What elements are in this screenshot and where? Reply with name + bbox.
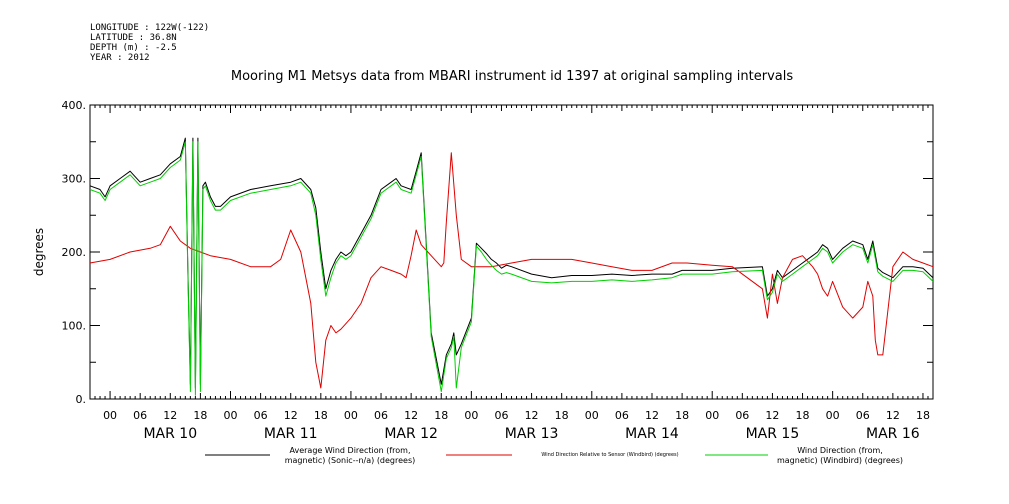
x-day-label: MAR 16: [866, 426, 920, 442]
legend-label-red: Wind Direction Relative to Sensor (Windb…: [541, 452, 678, 458]
legend-label-black-line1: Average Wind Direction (from,: [289, 446, 410, 455]
x-tick-label: 06: [374, 409, 388, 422]
legend: Average Wind Direction (from, magnetic) …: [205, 446, 903, 465]
meta-depth: DEPTH (m) : -2.5: [90, 43, 177, 53]
y-axis-label: degrees: [32, 228, 46, 276]
x-tick-label: 18: [675, 409, 689, 422]
x-tick-label: 18: [314, 409, 328, 422]
x-tick-label: 06: [735, 409, 749, 422]
metadata-block: LONGITUDE : 122W(-122) LATITUDE : 36.8N …: [90, 23, 209, 63]
x-tick-label: 00: [464, 409, 478, 422]
x-tick-label: 12: [645, 409, 659, 422]
x-tick-label: 18: [555, 409, 569, 422]
x-tick-label: 12: [163, 409, 177, 422]
series-line-windbird-wind-direction: [89, 141, 934, 396]
y-tick-label: 0.: [76, 393, 87, 406]
x-tick-label: 18: [796, 409, 810, 422]
x-tick-label: 00: [224, 409, 238, 422]
x-tick-label: 12: [886, 409, 900, 422]
x-day-label: MAR 10: [143, 426, 197, 442]
x-day-label: MAR 13: [505, 426, 559, 442]
meta-year: YEAR : 2012: [90, 53, 150, 63]
x-tick-label: 06: [494, 409, 508, 422]
plot-frame: [89, 104, 934, 400]
x-tick-label: 12: [765, 409, 779, 422]
x-tick-label: 18: [434, 409, 448, 422]
x-tick-label: 00: [585, 409, 599, 422]
x-tick-label: 00: [103, 409, 117, 422]
y-tick-label: 400.: [62, 99, 87, 112]
y-axis: 0. 100. 200. 300. 400.: [62, 99, 933, 406]
x-tick-label: 12: [404, 409, 418, 422]
x-tick-label: 06: [254, 409, 268, 422]
x-day-label: MAR 11: [264, 426, 318, 442]
x-tick-label: 00: [705, 409, 719, 422]
y-tick-label: 300.: [62, 173, 87, 186]
x-day-label: MAR 15: [746, 426, 800, 442]
legend-label-green-line2: magnetic) (Windbird) (degrees): [777, 456, 903, 465]
x-tick-label: 00: [826, 409, 840, 422]
series-lines: [89, 137, 934, 396]
series-line-relative-wind-direction: [89, 152, 934, 389]
x-tick-label: 18: [916, 409, 930, 422]
legend-label-green-line1: Wind Direction (from,: [797, 446, 883, 455]
x-axis: 00 06 12 18 MAR 10 00 06 12 18 MAR 11 00 06 12 18 MAR …: [89, 105, 934, 442]
y-tick-label: 200.: [62, 246, 87, 259]
x-day-label: MAR 14: [625, 426, 679, 442]
x-tick-label: 00: [344, 409, 358, 422]
x-day-label: MAR 12: [384, 426, 438, 442]
chart-title: Mooring M1 Metsys data from MBARI instru…: [231, 69, 793, 84]
y-tick-label: 100.: [62, 320, 87, 333]
x-tick-label: 12: [525, 409, 539, 422]
legend-label-black-line2: magnetic) (Sonic--n/a) (degrees): [285, 456, 416, 465]
x-tick-label: 12: [284, 409, 298, 422]
x-tick-label: 06: [615, 409, 629, 422]
meta-latitude: LATITUDE : 36.8N: [90, 33, 177, 43]
meta-longitude: LONGITUDE : 122W(-122): [90, 23, 209, 33]
x-tick-label: 06: [856, 409, 870, 422]
x-tick-label: 18: [193, 409, 207, 422]
x-tick-label: 06: [133, 409, 147, 422]
